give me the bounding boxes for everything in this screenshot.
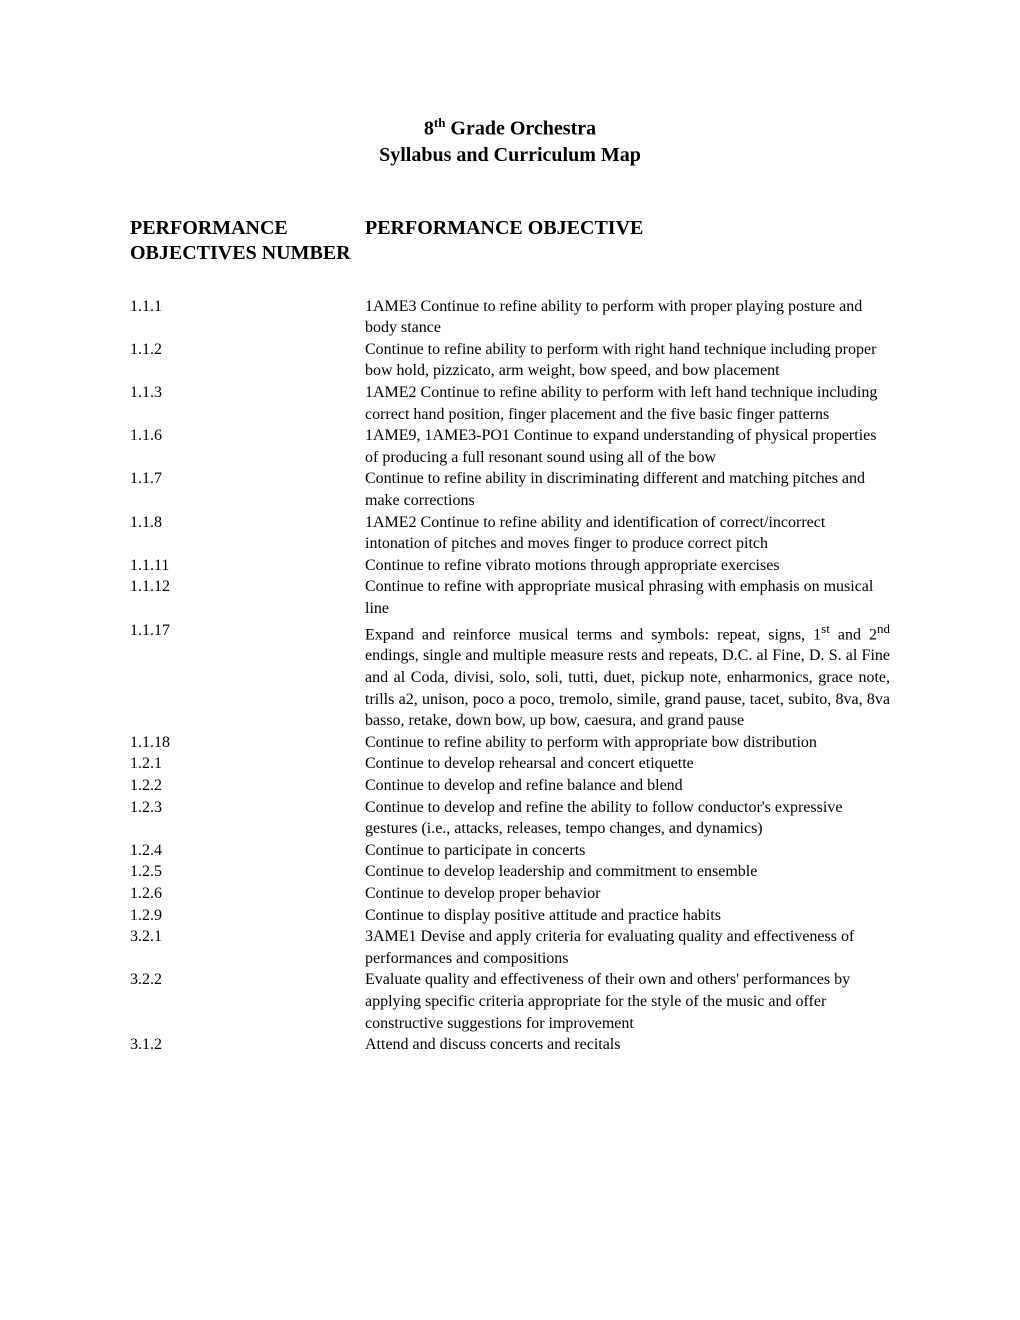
row-number: 1.2.2	[130, 775, 365, 797]
table-row: 1.2.5Continue to develop leadership and …	[130, 861, 890, 883]
row-number: 1.2.6	[130, 883, 365, 905]
row-objective: Continue to develop proper behavior	[365, 883, 890, 905]
row-number: 1.1.6	[130, 425, 365, 468]
table-row: 1.2.4Continue to participate in concerts	[130, 840, 890, 862]
row-objective: Attend and discuss concerts and recitals	[365, 1034, 890, 1056]
table-row: 1.1.18Continue to refine ability to perf…	[130, 732, 890, 754]
row-number: 1.1.8	[130, 512, 365, 555]
row-number: 1.2.1	[130, 753, 365, 775]
row-objective: Continue to develop and refine the abili…	[365, 797, 890, 840]
row-number: 1.1.12	[130, 576, 365, 619]
row-objective: Continue to refine ability to perform wi…	[365, 339, 890, 382]
row-objective: 3AME1 Devise and apply criteria for eval…	[365, 926, 890, 969]
row-objective: Expand and reinforce musical terms and s…	[365, 620, 890, 732]
table-row: 1.1.17Expand and reinforce musical terms…	[130, 620, 890, 732]
row-objective: 1AME2 Continue to refine ability to perf…	[365, 382, 890, 425]
table-row: 3.2.2Evaluate quality and effectiveness …	[130, 969, 890, 1034]
header-objective: PERFORMANCE OBJECTIVE	[365, 216, 643, 266]
objectives-table: 1.1.11AME3 Continue to refine ability to…	[130, 296, 890, 1056]
row-number: 1.1.11	[130, 555, 365, 577]
row-objective: Continue to display positive attitude an…	[365, 905, 890, 927]
table-row: 1.2.6Continue to develop proper behavior	[130, 883, 890, 905]
row-number: 1.1.1	[130, 296, 365, 339]
row-objective: Continue to refine ability to perform wi…	[365, 732, 890, 754]
row-objective: Continue to develop and refine balance a…	[365, 775, 890, 797]
row-number: 1.2.5	[130, 861, 365, 883]
table-row: 1.1.7Continue to refine ability in discr…	[130, 468, 890, 511]
title-line-2: Syllabus and Curriculum Map	[130, 142, 890, 168]
row-number: 1.2.3	[130, 797, 365, 840]
title-line-1: 8th Grade Orchestra	[130, 115, 890, 142]
table-row: 3.2.13AME1 Devise and apply criteria for…	[130, 926, 890, 969]
row-objective: 1AME3 Continue to refine ability to perf…	[365, 296, 890, 339]
table-row: 3.1.2Attend and discuss concerts and rec…	[130, 1034, 890, 1056]
table-row: 1.2.3Continue to develop and refine the …	[130, 797, 890, 840]
row-number: 1.2.9	[130, 905, 365, 927]
row-number: 1.1.17	[130, 620, 365, 732]
table-row: 1.2.1Continue to develop rehearsal and c…	[130, 753, 890, 775]
row-number: 1.1.18	[130, 732, 365, 754]
row-number: 1.1.7	[130, 468, 365, 511]
table-row: 1.1.81AME2 Continue to refine ability an…	[130, 512, 890, 555]
row-number: 1.1.2	[130, 339, 365, 382]
row-objective: Evaluate quality and effectiveness of th…	[365, 969, 890, 1034]
title-post: Grade Orchestra	[445, 118, 596, 140]
row-number: 3.2.1	[130, 926, 365, 969]
table-row: 1.1.11AME3 Continue to refine ability to…	[130, 296, 890, 339]
table-row: 1.1.31AME2 Continue to refine ability to…	[130, 382, 890, 425]
column-headers: PERFORMANCE OBJECTIVES NUMBER PERFORMANC…	[130, 216, 890, 266]
table-row: 1.1.11Continue to refine vibrato motions…	[130, 555, 890, 577]
title-sup: th	[434, 115, 446, 130]
table-row: 1.2.2Continue to develop and refine bala…	[130, 775, 890, 797]
row-objective: Continue to refine ability in discrimina…	[365, 468, 890, 511]
header-objectives-number: PERFORMANCE OBJECTIVES NUMBER	[130, 216, 365, 266]
row-number: 3.1.2	[130, 1034, 365, 1056]
document-title: 8th Grade Orchestra Syllabus and Curricu…	[130, 115, 890, 168]
table-row: 1.1.2Continue to refine ability to perfo…	[130, 339, 890, 382]
table-row: 1.1.12Continue to refine with appropriat…	[130, 576, 890, 619]
table-row: 1.2.9Continue to display positive attitu…	[130, 905, 890, 927]
row-objective: Continue to develop leadership and commi…	[365, 861, 890, 883]
row-objective: Continue to develop rehearsal and concer…	[365, 753, 890, 775]
title-pre: 8	[424, 118, 434, 140]
row-number: 3.2.2	[130, 969, 365, 1034]
row-objective: Continue to participate in concerts	[365, 840, 890, 862]
row-objective: 1AME2 Continue to refine ability and ide…	[365, 512, 890, 555]
row-number: 1.1.3	[130, 382, 365, 425]
row-objective: 1AME9, 1AME3-PO1 Continue to expand unde…	[365, 425, 890, 468]
row-number: 1.2.4	[130, 840, 365, 862]
row-objective: Continue to refine with appropriate musi…	[365, 576, 890, 619]
table-row: 1.1.61AME9, 1AME3-PO1 Continue to expand…	[130, 425, 890, 468]
row-objective: Continue to refine vibrato motions throu…	[365, 555, 890, 577]
